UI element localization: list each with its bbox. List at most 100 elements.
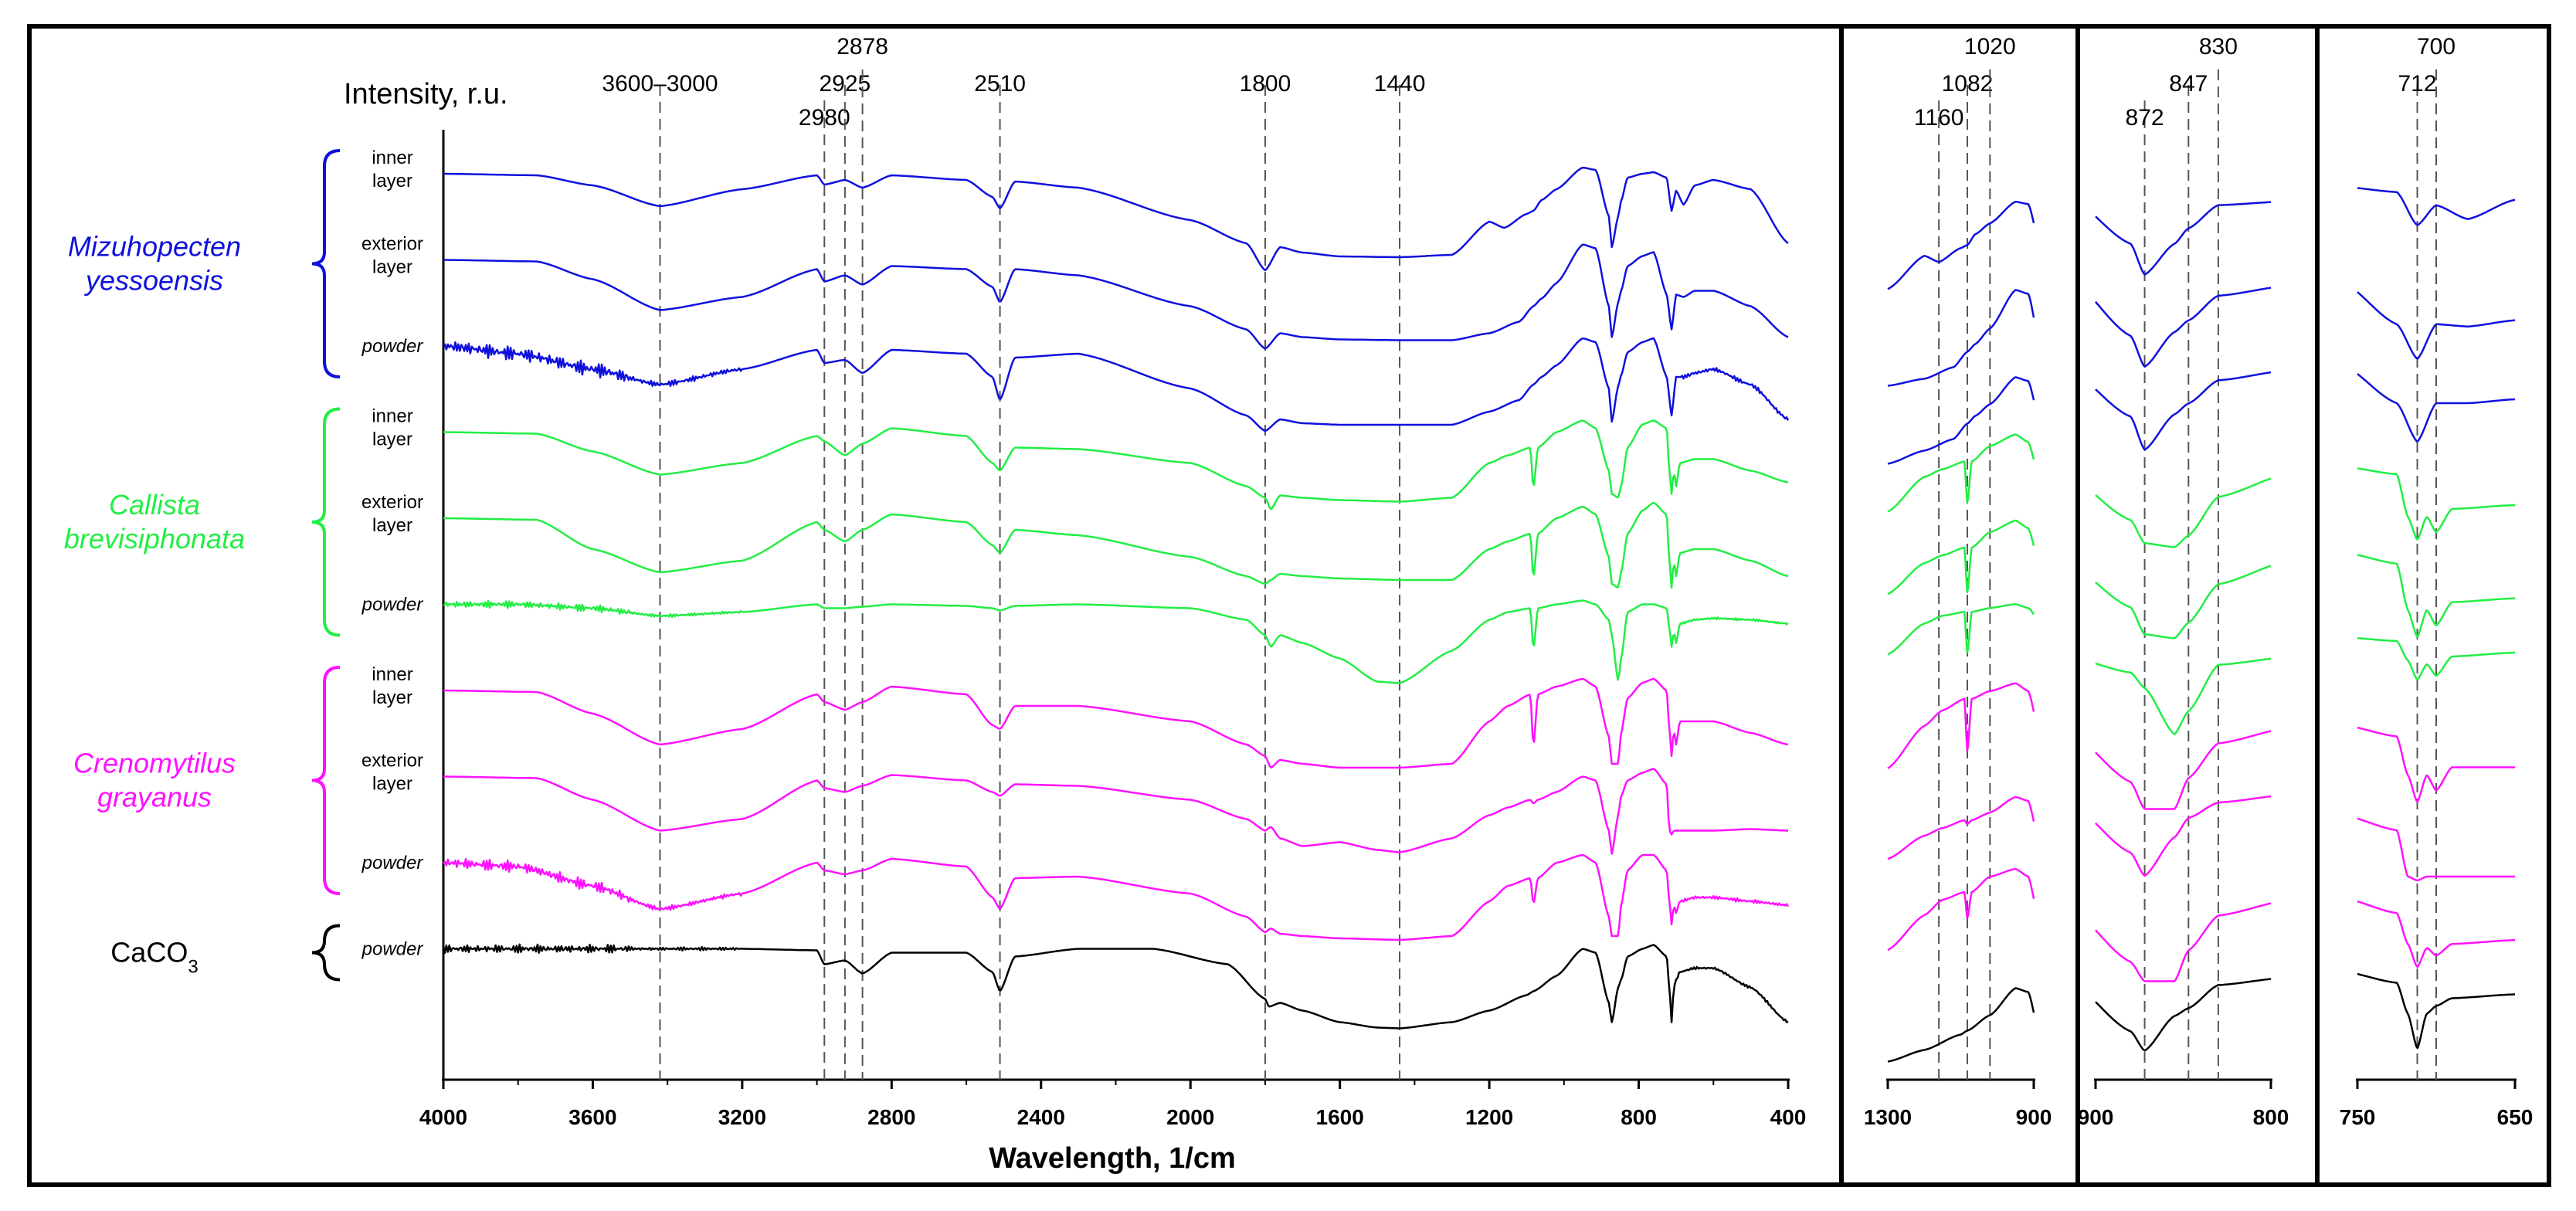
- x-tick-label: 2400: [1017, 1105, 1065, 1129]
- sample-legend: Mizuhopectenyessoensisinnerlayerexterior…: [64, 148, 424, 982]
- sample-label: powder: [361, 595, 424, 616]
- x-tick-label: 800: [2253, 1105, 2289, 1129]
- spectrum-line: [1887, 987, 2035, 1063]
- spectrum-line: [443, 599, 1789, 684]
- species-name: Callista: [109, 489, 200, 521]
- species-name: grayanus: [97, 782, 212, 813]
- spectrum-line: [1887, 519, 2035, 595]
- x-tick-label: 800: [1621, 1105, 1657, 1129]
- panel-zoom-750-650: 750 650 712 700: [2340, 34, 2534, 1129]
- panel-full: 4000 3600 3200 2800 2400 2000 1600 1200 800 400 36…: [419, 34, 1807, 1129]
- spectrum-line: [2357, 373, 2516, 443]
- peak-marker-label: 830: [2199, 34, 2238, 59]
- sample-label: layer: [372, 687, 412, 708]
- sample-label: powder: [361, 853, 424, 873]
- y-axis-label: Intensity, r.u.: [344, 78, 508, 110]
- peak-marker-label: 872: [2126, 105, 2164, 131]
- sample-label: inner: [372, 148, 412, 168]
- spectrum-line: [1887, 433, 2035, 513]
- spectrum-line: [2095, 477, 2272, 548]
- peak-marker-label: 712: [2398, 71, 2436, 97]
- peak-marker-label: 847: [2169, 71, 2208, 97]
- spectrum-line: [443, 768, 1788, 855]
- peak-marker-label: 1440: [1374, 71, 1426, 97]
- legend-brace: [311, 149, 341, 378]
- x-tick-label: 2800: [867, 1105, 915, 1129]
- sample-label: inner: [372, 406, 412, 427]
- spectrum-line: [2095, 371, 2272, 451]
- peak-marker-label: 2878: [837, 34, 888, 59]
- spectrum-line: [2357, 972, 2515, 1050]
- sample-label: exterior: [361, 234, 423, 255]
- x-tick-label: 3600: [568, 1105, 616, 1129]
- sample-label: exterior: [361, 751, 423, 772]
- spectrum-line: [443, 243, 1789, 350]
- x-tick-label: 400: [1770, 1105, 1807, 1129]
- spectrum-line: [443, 853, 1790, 941]
- sample-label: layer: [372, 429, 412, 450]
- x-axis-label: Wavelength, 1/cm: [989, 1142, 1236, 1175]
- peak-marker-label: 700: [2417, 34, 2456, 59]
- spectrum-line: [443, 337, 1790, 432]
- spectrum-line: [2095, 730, 2272, 810]
- peak-marker-label: 3600–3000: [602, 71, 718, 97]
- spectrum-line: [1887, 682, 2035, 769]
- spectrum-line: [2095, 657, 2272, 736]
- spectrum-line: [2095, 287, 2272, 368]
- spectrum-line: [442, 943, 1789, 1030]
- sample-label: layer: [372, 774, 412, 795]
- sample-label: powder: [361, 336, 424, 357]
- spectrum-line: [2357, 817, 2515, 882]
- spectrum-line: [2095, 565, 2272, 639]
- species-name: brevisiphonata: [64, 523, 245, 555]
- spectrum-line: [2357, 726, 2515, 803]
- main-panel-content: 4000 3600 3200 2800 2400 2000 1600 1200 800 400 36…: [419, 34, 2534, 1129]
- peak-marker-label: 1160: [1914, 105, 1964, 131]
- legend-group-2: Crenomytilusgrayanusinnerlayerexteriorla…: [73, 664, 424, 895]
- spectrum-line: [2095, 201, 2272, 276]
- spectrum-line: [1887, 603, 2035, 656]
- spectrum-line: [2357, 467, 2515, 541]
- spectrum-line: [2357, 900, 2515, 968]
- x-tick-label: 3200: [718, 1105, 766, 1129]
- x-tick-label: 750: [2340, 1105, 2376, 1129]
- x-tick-label: 1200: [1465, 1105, 1513, 1129]
- legend-brace: [311, 924, 341, 982]
- sample-label: exterior: [361, 492, 423, 513]
- spectrum-line: [2357, 291, 2515, 360]
- legend-brace: [311, 666, 341, 895]
- peak-marker-label: 1800: [1240, 71, 1291, 97]
- sample-label: layer: [372, 515, 412, 536]
- peak-marker-label: 1082: [1942, 71, 1994, 97]
- panel-borders: [27, 24, 2551, 1187]
- spectrum-line: [2357, 187, 2516, 226]
- x-tick-label: 2000: [1166, 1105, 1214, 1129]
- legend-group-0: Mizuhopectenyessoensisinnerlayerexterior…: [68, 148, 424, 378]
- x-tick-label: 900: [2016, 1105, 2052, 1129]
- species-name: yessoensis: [83, 265, 223, 297]
- spectrum-line: [443, 677, 1789, 769]
- sample-label: inner: [372, 664, 412, 685]
- spectrum-line: [1887, 289, 2035, 387]
- spectrum-line: [2095, 902, 2272, 982]
- spectrum-line: [2357, 554, 2515, 638]
- species-name: Crenomytilus: [73, 748, 236, 779]
- sample-label: layer: [372, 257, 412, 278]
- peak-marker-label: 2510: [974, 71, 1026, 97]
- panel-zoom-1300-900: 1300 900 1160 1082 1020: [1864, 34, 2052, 1129]
- x-tick-label: 900: [2078, 1105, 2114, 1129]
- sample-label: layer: [372, 171, 412, 192]
- spectrum-line: [1887, 795, 2035, 860]
- sample-label: powder: [361, 939, 424, 960]
- spectrum-line: [2357, 636, 2515, 681]
- x-tick-label: 1600: [1316, 1105, 1364, 1129]
- peak-marker-label: 1020: [1964, 34, 2016, 59]
- spectrum-line: [1887, 200, 2035, 290]
- x-tick-label: 1300: [1864, 1105, 1912, 1129]
- x-tick-label: 4000: [419, 1105, 467, 1129]
- legend-group-1: Callistabrevisiphonatainnerlayerexterior…: [64, 406, 424, 637]
- peak-marker-label: 2980: [799, 105, 850, 131]
